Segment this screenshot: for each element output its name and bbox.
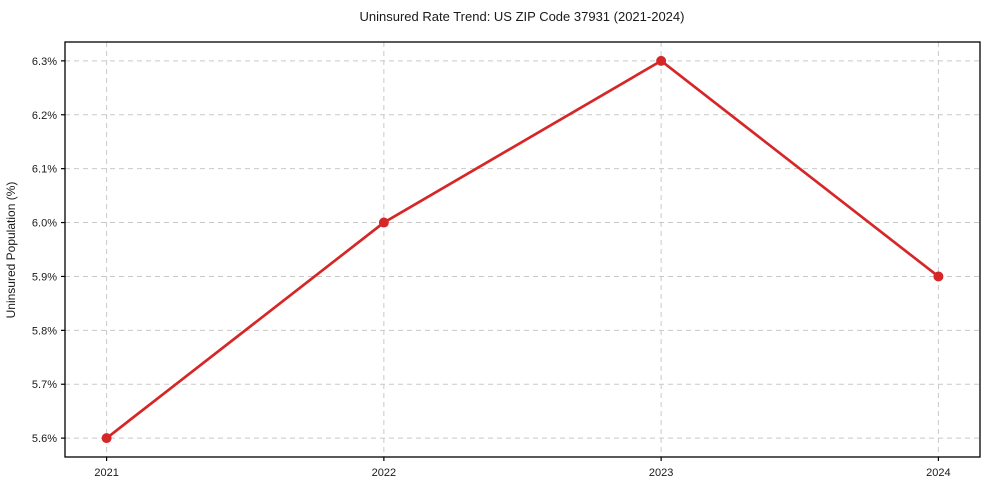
data-point-marker bbox=[378, 217, 389, 228]
y-tick-label: 5.7% bbox=[32, 379, 57, 391]
data-point-marker bbox=[101, 433, 112, 444]
x-tick-label: 2022 bbox=[372, 467, 396, 479]
series-line bbox=[105, 59, 940, 440]
y-tick-label: 5.8% bbox=[32, 325, 57, 337]
plot-layer: 5.6% 5.7% 5.8% 5.9% 6.0% 6.1% 6.2% 6.3% 2021 2022… bbox=[32, 41, 981, 479]
x-tick-label: 2023 bbox=[649, 467, 673, 479]
data-point-marker bbox=[933, 271, 944, 282]
y-tick-label: 5.9% bbox=[32, 271, 57, 283]
plot-border bbox=[64, 41, 981, 458]
data-point-marker bbox=[656, 55, 667, 66]
x-tick-label: 2024 bbox=[926, 467, 950, 479]
y-axis-label: Uninsured Population (%) bbox=[4, 182, 18, 319]
y-tick-label: 6.1% bbox=[32, 164, 57, 176]
x-tick-label: 2021 bbox=[94, 467, 118, 479]
chart-title: Uninsured Rate Trend: US ZIP Code 37931 … bbox=[360, 9, 685, 24]
y-tick-label: 6.3% bbox=[32, 56, 57, 68]
y-tick-label: 5.6% bbox=[32, 433, 57, 445]
y-tick-label: 6.0% bbox=[32, 218, 57, 230]
y-tick-label: 6.2% bbox=[32, 110, 57, 122]
